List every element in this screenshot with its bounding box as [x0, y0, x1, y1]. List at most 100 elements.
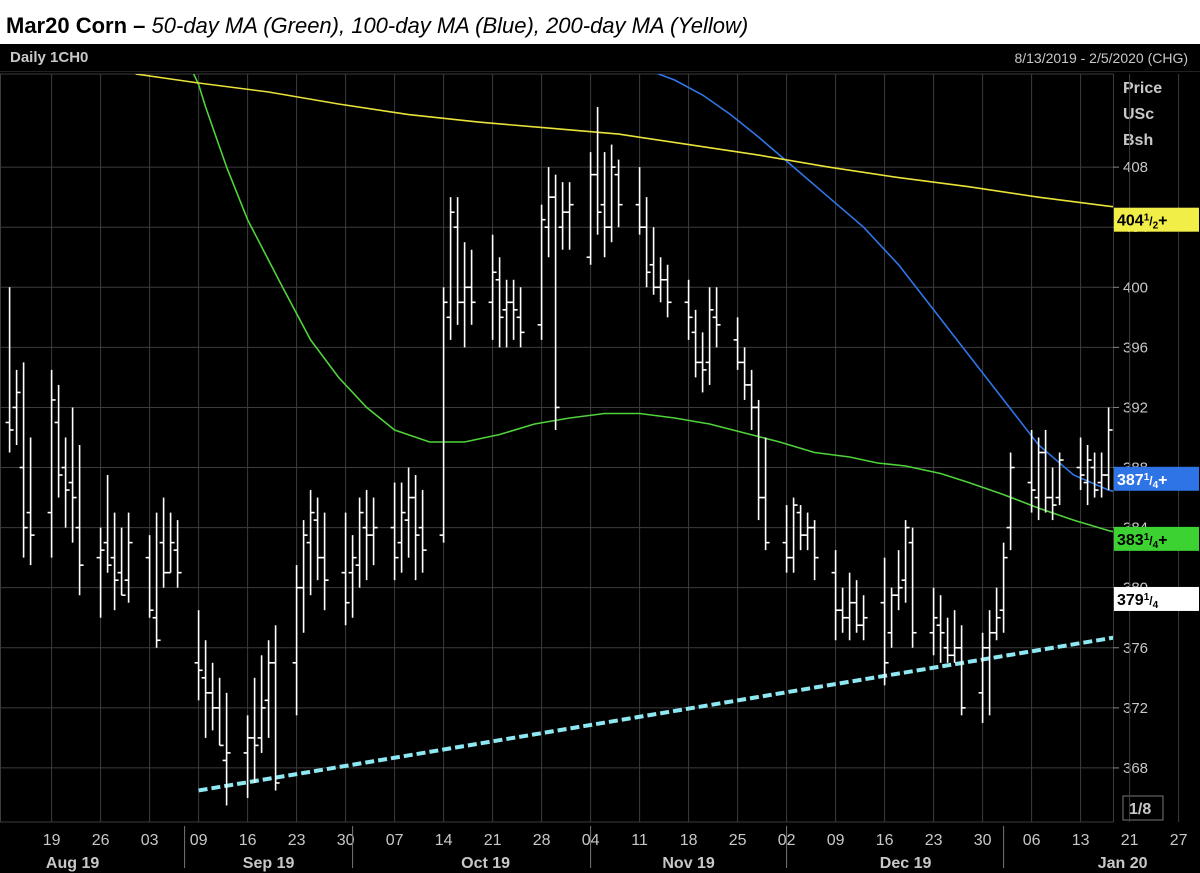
- price-tag-box: [1114, 207, 1199, 232]
- fraction-label: 1/8: [1129, 801, 1151, 818]
- ohlc-bar: [859, 595, 868, 641]
- ohlc-bar: [950, 610, 959, 663]
- ohlc-bar: [565, 182, 574, 250]
- ohlc-bar: [845, 572, 854, 641]
- ohlc-bar: [250, 677, 259, 783]
- ohlc-bar: [894, 550, 903, 611]
- ohlc-bar: [733, 317, 742, 370]
- price-tag-part: /: [1149, 534, 1153, 548]
- price-tag: 3831/4+: [1114, 526, 1199, 551]
- chart-symbol: Daily 1CH0: [10, 49, 89, 66]
- plot-border: [0, 73, 1114, 823]
- ohlc-bar: [145, 535, 154, 618]
- ohlc-bar: [992, 587, 1001, 641]
- ohlc-bar: [537, 204, 546, 340]
- month-label: Dec 19: [880, 855, 932, 872]
- price-tag-part: 387: [1117, 472, 1144, 489]
- ohlc-bar: [1097, 452, 1106, 498]
- price-tag-part: 2: [1153, 221, 1159, 232]
- ohlc-bar: [152, 512, 161, 648]
- y-unit-label: USc: [1123, 106, 1154, 123]
- y-tick-label: 400: [1123, 279, 1148, 296]
- x-tick-label: 11: [631, 832, 648, 849]
- ohlc-bar: [901, 520, 910, 603]
- ohlc-bar: [467, 249, 476, 325]
- x-tick-label: 19: [43, 832, 61, 849]
- ohlc-bar: [201, 640, 210, 738]
- x-tick-label: 21: [484, 832, 502, 849]
- ohlc-bar: [446, 197, 455, 340]
- ohlc-bar: [362, 490, 371, 581]
- ohlc-bar: [642, 197, 651, 288]
- ohlc-bar: [453, 197, 462, 325]
- x-tick-label: 25: [729, 832, 747, 849]
- x-tick-label: 27: [1170, 832, 1188, 849]
- x-tick-label: 14: [435, 832, 453, 849]
- ohlc-bar: [215, 677, 224, 747]
- x-tick-label: 30: [974, 832, 992, 849]
- ohlc-bar: [635, 167, 644, 235]
- ohlc-bar: [1027, 429, 1036, 513]
- ohlc-bar: [649, 227, 658, 295]
- ohlc-bar: [782, 505, 791, 573]
- ohlc-bar: [117, 527, 126, 596]
- ma-line-200-day-ma: [135, 74, 1113, 208]
- y-tick-label: 396: [1123, 339, 1148, 356]
- price-tag-part: 379: [1117, 592, 1144, 609]
- ohlc-bar: [607, 144, 616, 243]
- ohlc-bar: [5, 287, 14, 453]
- ohlc-bar: [54, 384, 63, 498]
- y-tick-label: 392: [1123, 399, 1148, 416]
- price-tag-part: +: [1158, 472, 1167, 489]
- ohlc-bar: [341, 512, 350, 626]
- plot-area: [5, 74, 1113, 806]
- ohlc-bar: [838, 587, 847, 633]
- price-tag-part: 1: [1144, 592, 1150, 603]
- ohlc-bar: [586, 152, 595, 265]
- price-tag-part: 1: [1144, 472, 1150, 483]
- price-tag-part: +: [1158, 532, 1167, 549]
- price-tag-part: 4: [1153, 600, 1159, 611]
- ohlc-bar: [173, 520, 182, 588]
- ohlc-bar: [705, 287, 714, 385]
- ohlc-bar: [1090, 452, 1099, 498]
- price-tag: 3871/4+: [1114, 466, 1199, 491]
- month-label: Oct 19: [461, 855, 510, 872]
- ohlc-bar: [712, 287, 721, 348]
- x-tick-label: 16: [239, 832, 257, 849]
- ohlc-bar: [1048, 467, 1057, 521]
- month-label: Nov 19: [662, 855, 715, 872]
- ohlc-bar: [943, 617, 952, 663]
- month-label: Sep 19: [243, 855, 295, 872]
- ohlc-bar: [320, 512, 329, 611]
- price-tag-part: 383: [1117, 532, 1144, 549]
- ohlc-bar: [1104, 407, 1113, 491]
- ohlc-bar: [761, 437, 770, 551]
- chart-date-range: 8/13/2019 - 2/5/2020 (CHG): [1014, 50, 1188, 66]
- ma-line-100-day-ma: [656, 74, 1113, 493]
- y-tick-label: 368: [1123, 760, 1148, 777]
- x-tick-label: 09: [827, 832, 845, 849]
- x-tick-label: 06: [1023, 832, 1041, 849]
- ohlc-bar: [1041, 429, 1050, 513]
- ohlc-bar: [418, 490, 427, 573]
- ohlc-bar: [747, 369, 756, 430]
- ohlc-bar: [1076, 437, 1085, 491]
- price-tag-part: 4: [1153, 480, 1159, 491]
- price-chart: 368372376380384388392396400404408PriceUS…: [0, 71, 1200, 872]
- x-tick-label: 28: [533, 832, 551, 849]
- ohlc-bar: [495, 257, 504, 348]
- ohlc-bar: [957, 625, 966, 716]
- ohlc-bar: [663, 264, 672, 318]
- ohlc-bar: [103, 475, 112, 573]
- y-tick-label: 372: [1123, 700, 1148, 717]
- ohlc-bar: [264, 640, 273, 738]
- ohlc-bar: [516, 287, 525, 348]
- ohlc-bar: [810, 520, 819, 581]
- price-tag-part: /: [1149, 594, 1153, 608]
- price-tag-label: 4041/2+: [1117, 213, 1168, 232]
- price-tag-part: 1: [1144, 213, 1150, 224]
- x-tick-label: 21: [1121, 832, 1139, 849]
- title-contract: Mar20 Corn –: [6, 13, 146, 38]
- ohlc-bar: [68, 407, 77, 543]
